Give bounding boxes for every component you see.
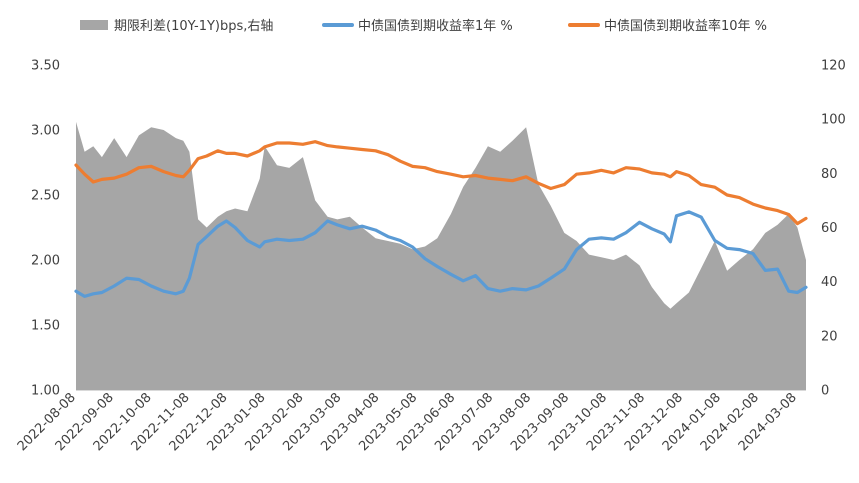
y-left-tick-label: 3.00 [31,124,60,139]
legend-label: 期限利差(10Y-1Y)bps,右轴 [114,19,273,34]
x-axis: 2022-08-082022-09-082022-10-082022-11-08… [15,390,806,454]
series-1y-yield-line [74,210,808,298]
y-right-tick-label: 60 [821,221,838,236]
y-right-tick-label: 100 [821,113,846,128]
yield-lines-layer [74,140,808,298]
y-axis-right: 0 20 40 60 80 100 120 [821,59,846,399]
y-right-tick-label: 0 [821,384,829,399]
series-10y-yield-line [74,140,808,226]
y-left-tick-label: 1.50 [31,319,60,334]
legend-swatch-spread [80,20,108,30]
legend: 期限利差(10Y-1Y)bps,右轴 中债国债到期收益率1年 % 中债国债到期收益率… [80,18,767,34]
y-left-tick-label: 2.00 [31,254,60,269]
y-left-tick-label: 3.50 [31,59,60,74]
y-left-tick-label: 1.00 [31,384,60,399]
y-right-tick-label: 40 [821,275,838,290]
legend-label: 中债国债到期收益率1年 % [358,18,513,34]
y-left-tick-label: 2.50 [31,189,60,204]
y-right-tick-label: 20 [821,329,838,344]
legend-label: 中债国债到期收益率10年 % [604,18,767,34]
y-right-tick-label: 120 [821,59,846,74]
y-right-tick-label: 80 [821,167,838,182]
y-axis-left: 1.00 1.50 2.00 2.50 3.00 3.50 [31,59,60,399]
series-spread-area [76,121,806,391]
spread-area-layer [76,121,806,391]
